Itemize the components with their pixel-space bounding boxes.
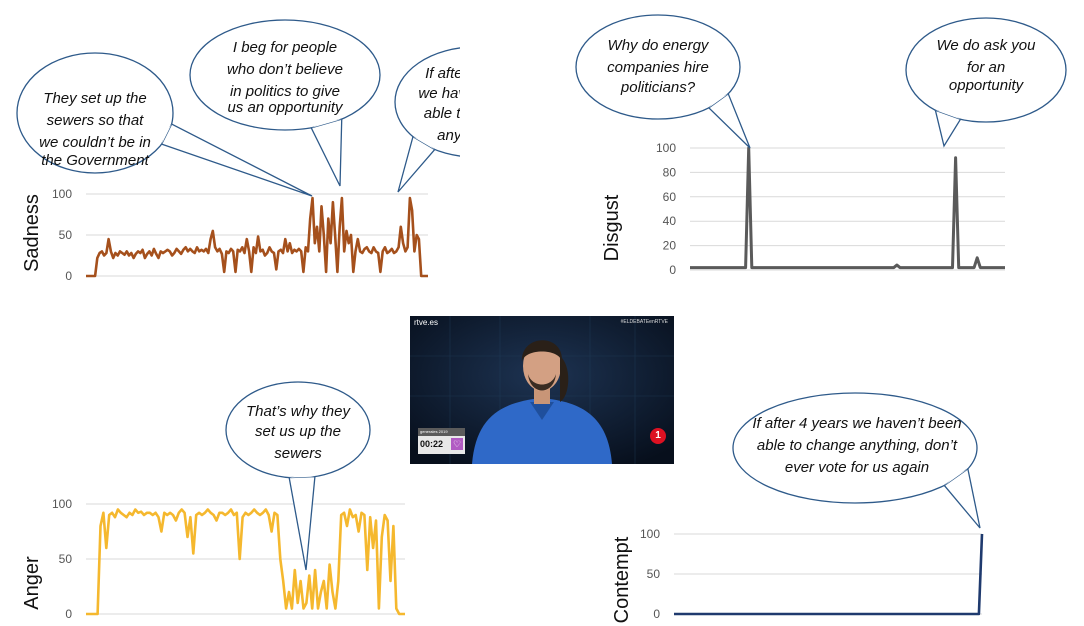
anger-chart: 0 50 100 Anger That’s why they set us up the s… [21,381,405,621]
speech-bubble: Why do energy companies hire politicians? [575,14,751,149]
annotation-text: I beg for people who don’t believe in poli… [227,39,344,116]
annotation-text: Why do energy companies hire politicians? [607,37,710,96]
election-badge: generales 2019 [418,428,465,436]
speech-bubble: If after 4 years we haven’t been able to … [732,392,981,529]
y-tick-label: 100 [52,187,72,201]
tve-channel-logo: 1 [650,428,666,444]
y-tick-label: 0 [669,263,676,277]
speech-bubble: That’s why they set us up the sewers [225,381,371,571]
hashtag-text: #ELDEBATEenRTVE [620,319,668,325]
score-box: generales 2019 00:22 ♡ [418,428,465,454]
speech-bubble: I beg for people who don’t believe in poli… [189,19,381,187]
y-axis-label: Contempt [611,536,633,623]
contempt-chart: 0 50 100 Contempt If after 4 years we haven’… [611,392,984,623]
y-tick-label: 0 [653,607,660,621]
series-line [86,508,405,616]
y-tick-label: 0 [65,607,72,621]
y-tick-label: 60 [663,190,677,204]
y-tick-label: 20 [663,239,677,253]
annotation-text: If after 4 years we haven’t been able to … [752,415,961,476]
series-line [690,146,1005,270]
y-axis-label: Sadness [21,194,43,272]
debate-video-frame: rtve.es #ELDEBATEenRTVE generales 2019 0… [410,316,674,464]
y-tick-label: 0 [65,269,72,283]
sadness-chart: 0 50 100 Sadness They set up the sewers so th… [16,19,460,283]
y-tick-label: 40 [663,214,677,228]
channel-logo-text: rtve.es [414,318,439,327]
y-tick-label: 100 [656,141,676,155]
y-tick-label: 100 [52,497,72,511]
disgust-chart: 0 20 40 60 80 100 Disgust Why do energy companie… [575,14,1067,277]
y-tick-label: 50 [59,228,73,242]
timer-text: 00:22 [420,439,444,449]
y-tick-label: 80 [663,165,677,179]
annotation-text: We do ask you for an opportunity [937,37,1037,94]
y-tick-label: 100 [640,527,660,541]
speech-bubble: We do ask you for an opportunity [905,17,1067,148]
series-line [674,533,984,616]
series-line [86,196,428,278]
speech-bubble: They set up the sewers so that we couldn’t… [16,52,313,197]
y-axis-label: Disgust [601,194,623,261]
y-tick-label: 50 [647,567,661,581]
annotation-text: That’s why they set us up the sewers [246,403,351,462]
heart-icon: ♡ [451,438,463,450]
annotation-text: They set up the sewers so that we couldn’t… [39,90,151,169]
y-tick-label: 50 [59,552,73,566]
y-axis-label: Anger [21,556,43,610]
